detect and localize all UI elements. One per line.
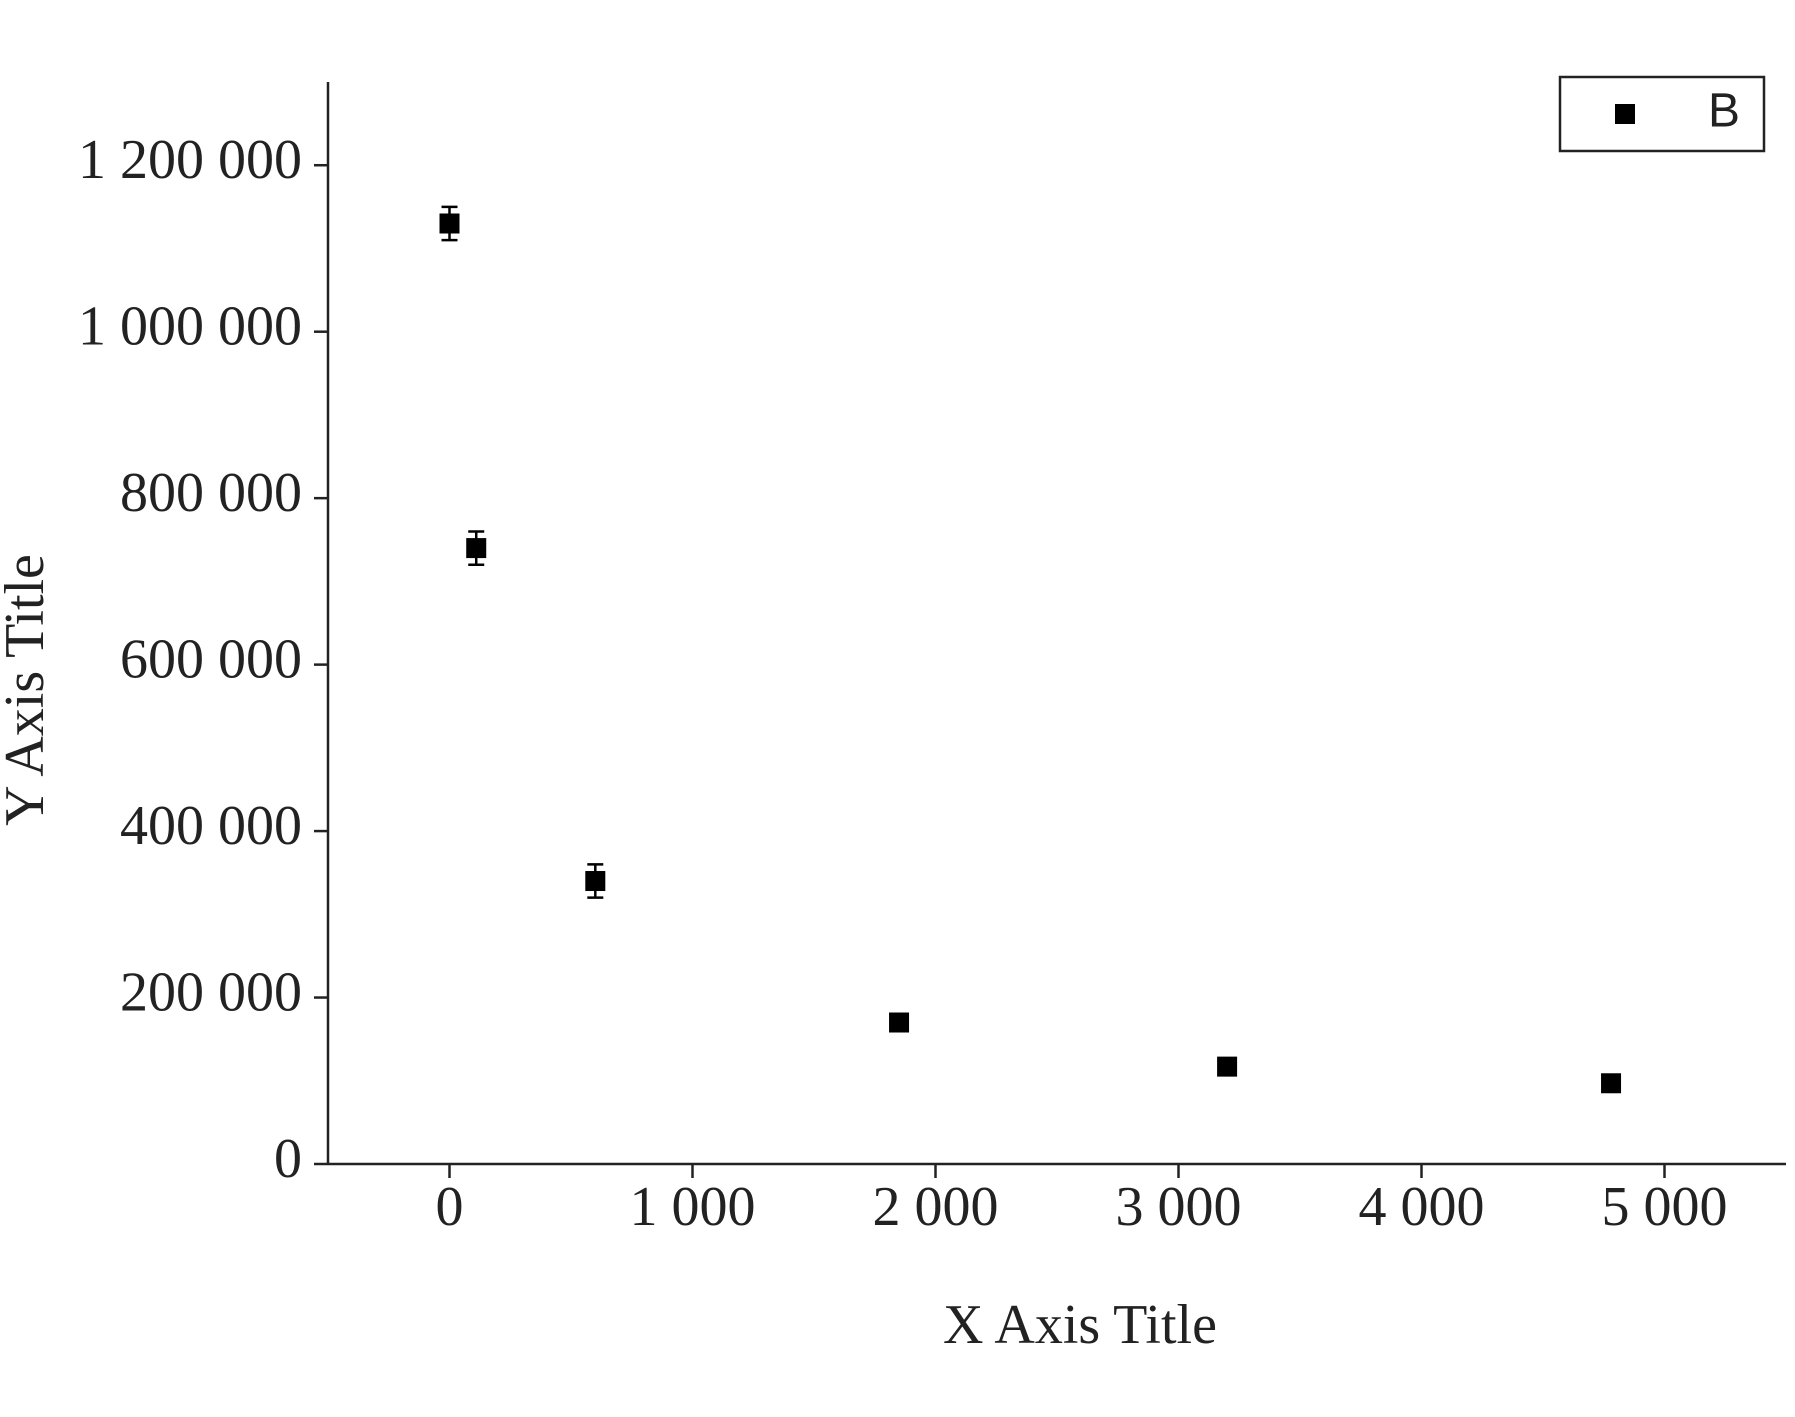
- legend-box: [1558, 75, 1766, 153]
- y-tick-label: 0: [274, 1128, 302, 1190]
- x-axis-title: X Axis Title: [943, 1294, 1217, 1356]
- legend-label: B: [1708, 85, 1740, 138]
- marker: [439, 213, 460, 234]
- marker: [1217, 1056, 1238, 1077]
- x-tick-label: 5 000: [1602, 1176, 1728, 1238]
- x-tick-label: 1 000: [630, 1176, 756, 1238]
- y-tick-label: 800 000: [120, 462, 302, 524]
- y-tick-label: 1 000 000: [78, 296, 302, 358]
- marker: [1601, 1073, 1622, 1094]
- y-tick-label: 200 000: [120, 961, 302, 1023]
- y-tick-label: 400 000: [120, 795, 302, 857]
- x-tick-label: 0: [436, 1176, 464, 1238]
- marker: [889, 1012, 910, 1033]
- y-axis-title: Y Axis Title: [0, 554, 56, 826]
- marker: [585, 871, 606, 892]
- legend-marker: [1615, 104, 1635, 124]
- marker: [466, 538, 487, 559]
- y-tick-label: 1 200 000: [78, 129, 302, 191]
- x-tick-label: 3 000: [1116, 1176, 1242, 1238]
- x-tick-label: 2 000: [873, 1176, 999, 1238]
- y-tick-label: 600 000: [120, 628, 302, 690]
- x-tick-label: 4 000: [1359, 1176, 1485, 1238]
